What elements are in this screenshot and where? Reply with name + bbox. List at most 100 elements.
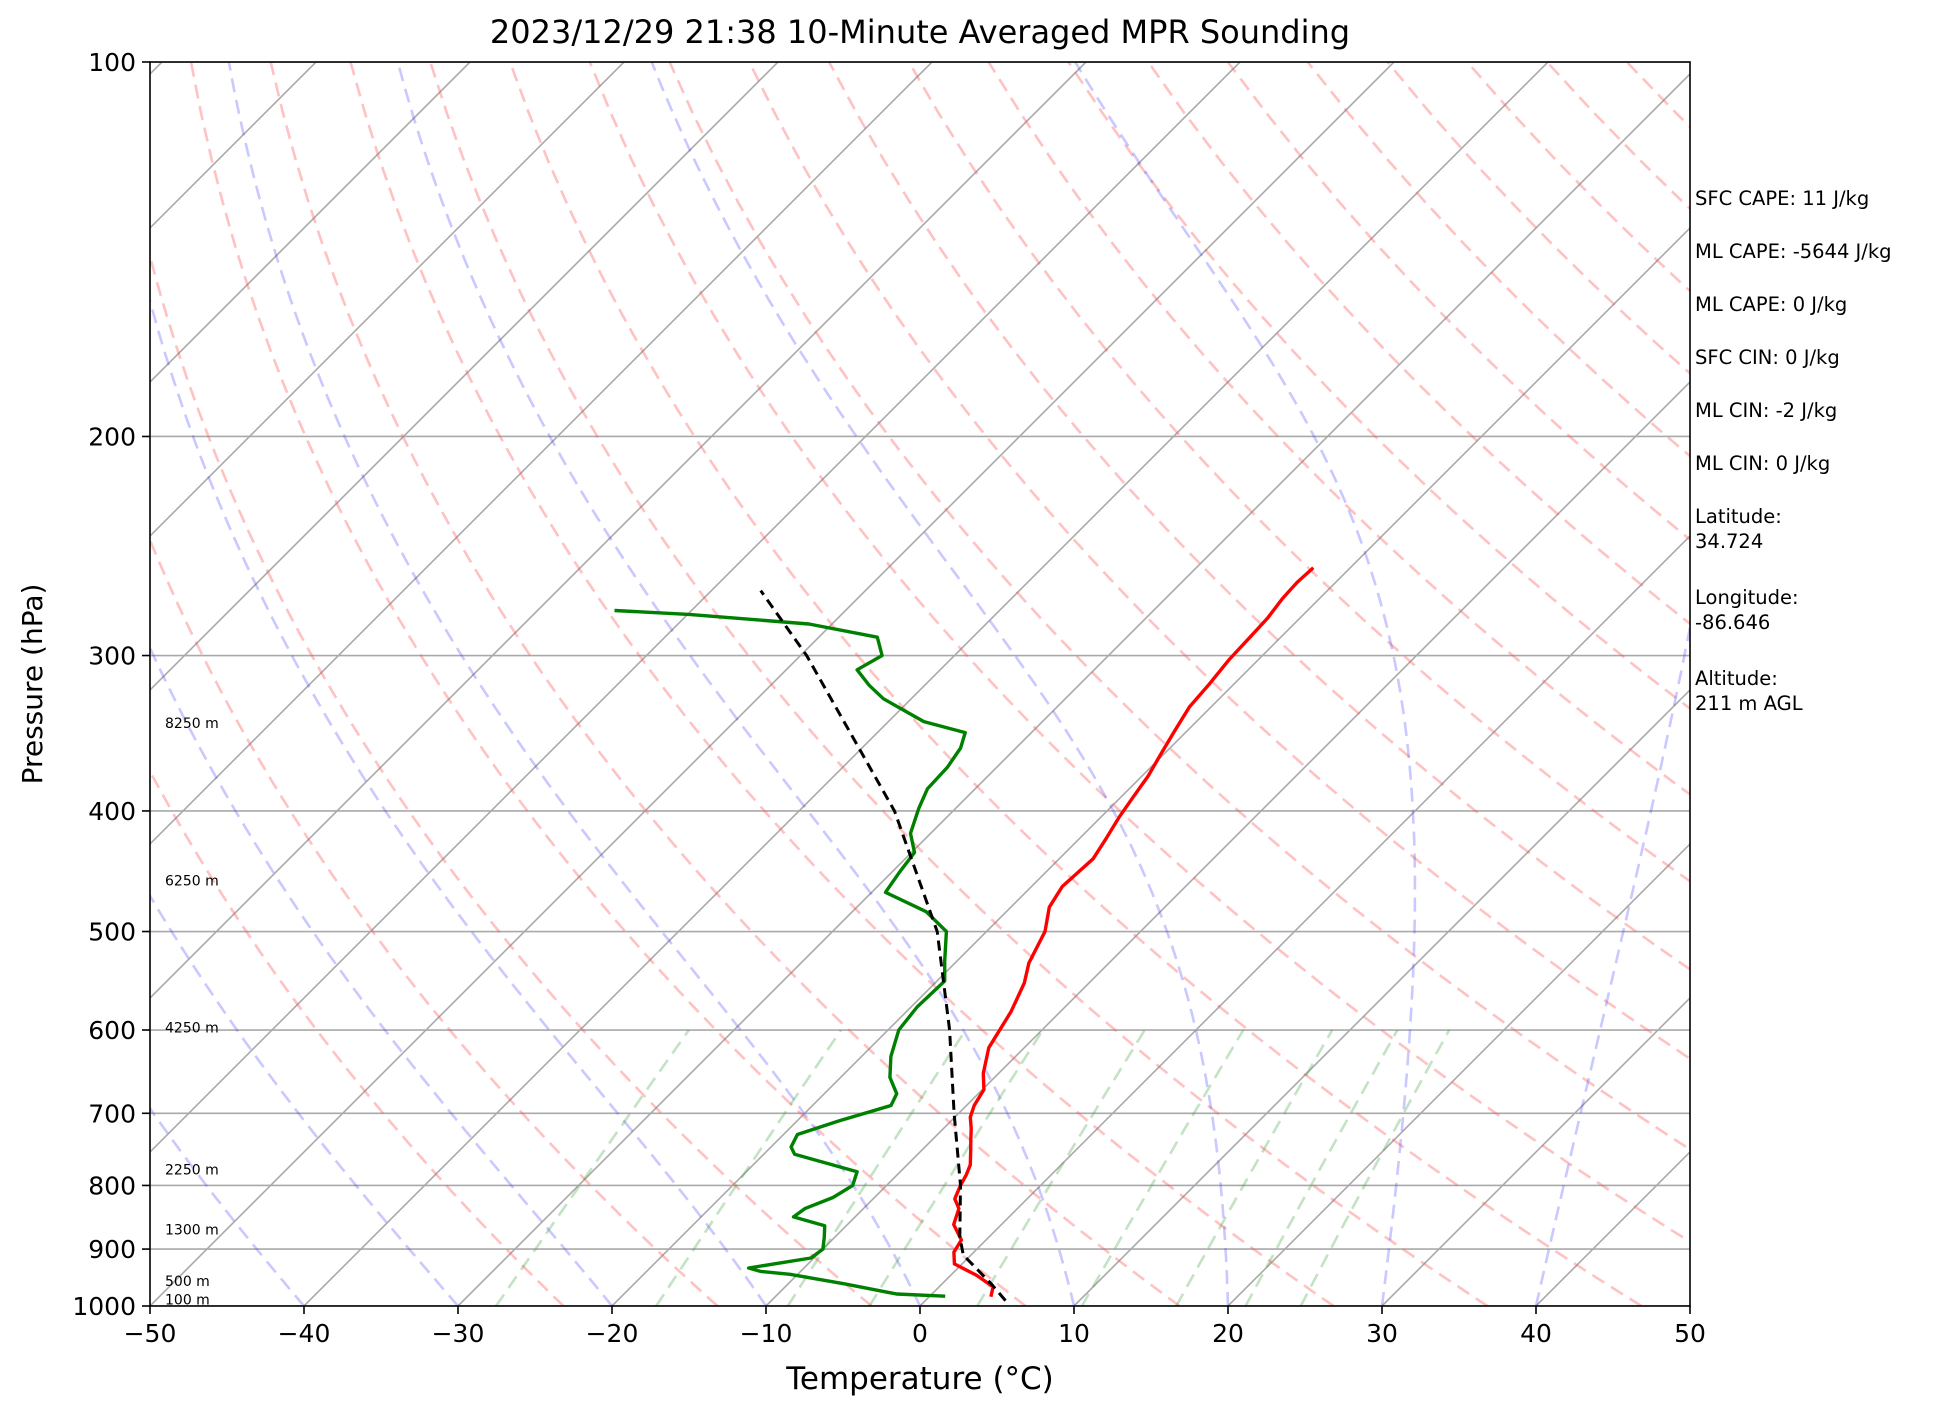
x-tick-label: −50 bbox=[124, 1319, 177, 1348]
x-tick-label: −20 bbox=[586, 1319, 639, 1348]
height-label: 4250 m bbox=[165, 1020, 219, 1036]
height-label: 6250 m bbox=[165, 874, 219, 890]
moist-adiabat-line bbox=[150, 893, 459, 1306]
x-tick-label: −30 bbox=[432, 1319, 485, 1348]
isotherm-line bbox=[150, 62, 779, 692]
stat-ml-cape-2: ML CAPE: 0 J/kg bbox=[1695, 293, 1848, 316]
stat-sfc-cape: SFC CAPE: 11 J/kg bbox=[1695, 187, 1870, 210]
sounding-traces bbox=[614, 566, 1315, 1302]
dry-adiabat-line bbox=[429, 62, 1489, 1306]
mixing-ratio-line bbox=[1175, 1029, 1334, 1306]
temperature-trace bbox=[952, 566, 1315, 1298]
dry-adiabat-line bbox=[1147, 62, 1690, 626]
isotherm-line bbox=[919, 534, 1690, 1306]
y-tick-label: 1000 bbox=[72, 1292, 136, 1321]
sounding-stats: SFC CAPE: 11 J/kg ML CAPE: -5644 J/kg ML… bbox=[1695, 186, 1933, 747]
y-tick-label: 700 bbox=[88, 1099, 136, 1128]
mixing-ratio-line bbox=[868, 1029, 1044, 1306]
moist-adiabat-line bbox=[396, 62, 1076, 1306]
moist-adiabat-line bbox=[1534, 620, 1690, 1306]
dry-adiabat-line bbox=[668, 62, 1690, 1151]
latitude-label: Latitude: bbox=[1695, 505, 1782, 528]
y-tick-label: 300 bbox=[88, 642, 136, 671]
x-tick-label: 30 bbox=[1366, 1319, 1398, 1348]
dry-adiabat-line bbox=[349, 62, 1335, 1306]
stat-ml-cin: ML CIN: -2 J/kg bbox=[1695, 399, 1838, 422]
moist-adiabat-line bbox=[150, 1106, 305, 1306]
isotherm-line bbox=[611, 226, 1690, 1306]
isotherm-line bbox=[150, 62, 625, 538]
mixing-ratio-line bbox=[1299, 1029, 1451, 1306]
dry-adiabat-line bbox=[150, 536, 719, 1306]
latitude-value: 34.724 bbox=[1695, 530, 1764, 553]
height-label: 2250 m bbox=[165, 1163, 219, 1179]
x-tick-label: 0 bbox=[912, 1319, 928, 1348]
x-axis-label: Temperature (°C) bbox=[785, 1361, 1054, 1397]
axes: −50 −40 −30 −20 −10 0 10 20 30 40 50 100 200 300 400 50… bbox=[72, 48, 1706, 1348]
y-tick-label: 100 bbox=[88, 48, 136, 77]
y-axis-label: Pressure (hPa) bbox=[16, 584, 49, 785]
parcel-trace bbox=[759, 589, 1007, 1302]
y-tick-label: 800 bbox=[88, 1171, 136, 1200]
mixing-ratio-line bbox=[494, 1029, 690, 1306]
dry-adiabat-line bbox=[1067, 62, 1690, 711]
isotherm-line bbox=[150, 62, 471, 384]
altitude-label: Altitude: bbox=[1695, 667, 1778, 690]
y-tick-label: 500 bbox=[88, 918, 136, 947]
moist-adiabat-line bbox=[150, 644, 614, 1306]
dry-adiabat-line bbox=[150, 251, 873, 1306]
moist-adiabat-line bbox=[650, 62, 1230, 1306]
stat-latitude: Latitude: 34.724 bbox=[1695, 504, 1933, 554]
isotherm-line bbox=[150, 62, 1087, 1000]
x-tick-label: 40 bbox=[1520, 1319, 1552, 1348]
y-tick-label: 200 bbox=[88, 422, 136, 451]
isotherm-line bbox=[150, 62, 933, 846]
dry-adiabat-line bbox=[508, 62, 1643, 1306]
mixing-ratio-line bbox=[1244, 1029, 1399, 1306]
isotherm-line bbox=[1073, 688, 1690, 1306]
y-tick-label: 600 bbox=[88, 1016, 136, 1045]
height-label: 8250 m bbox=[165, 716, 219, 732]
height-label: 1300 m bbox=[165, 1223, 219, 1239]
dry-adiabat-line bbox=[588, 62, 1690, 1244]
isotherm-line bbox=[1381, 996, 1690, 1306]
moist-adiabat-line bbox=[227, 62, 922, 1306]
background-grid bbox=[150, 62, 1690, 1306]
stat-sfc-cin: SFC CIN: 0 J/kg bbox=[1695, 346, 1840, 369]
dry-adiabat-line bbox=[907, 62, 1690, 883]
isotherm-line bbox=[150, 62, 1395, 1306]
mixing-ratio-line bbox=[1080, 1029, 1245, 1306]
height-label: 500 m bbox=[165, 1274, 210, 1290]
height-label: 100 m bbox=[165, 1292, 210, 1308]
longitude-label: Longitude: bbox=[1695, 586, 1799, 609]
height-labels: 100 m 500 m 1300 m 2250 m 4250 m 6250 m 8250 m bbox=[165, 716, 219, 1308]
isotherm-line bbox=[457, 72, 1690, 1306]
isotherm-line bbox=[150, 62, 1241, 1154]
altitude-value: 211 m AGL bbox=[1695, 692, 1803, 715]
x-tick-label: −10 bbox=[740, 1319, 793, 1348]
stat-ml-cin-2: ML CIN: 0 J/kg bbox=[1695, 452, 1831, 475]
y-tick-label: 400 bbox=[88, 797, 136, 826]
plot-frame bbox=[149, 61, 1691, 1307]
dry-adiabat-line bbox=[987, 62, 1690, 797]
dry-adiabat-line bbox=[748, 62, 1690, 1061]
isotherm-line bbox=[765, 380, 1690, 1306]
mixing-ratio-line bbox=[976, 1029, 1146, 1306]
dry-adiabat-line bbox=[150, 768, 565, 1306]
isotherm-line bbox=[1227, 842, 1690, 1306]
y-tick-label: 900 bbox=[88, 1235, 136, 1264]
dewpoint-trace bbox=[614, 608, 967, 1298]
stat-longitude: Longitude: -86.646 bbox=[1695, 585, 1933, 635]
isotherm-line bbox=[303, 62, 1549, 1306]
moist-adiabat-line bbox=[1074, 62, 1417, 1306]
chart-title: 2023/12/29 21:38 10-Minute Averaged MPR … bbox=[490, 13, 1350, 51]
x-tick-label: 10 bbox=[1058, 1319, 1090, 1348]
longitude-value: -86.646 bbox=[1695, 611, 1771, 634]
mixing-ratio-line bbox=[655, 1029, 843, 1306]
x-tick-label: −40 bbox=[278, 1319, 331, 1348]
x-tick-label: 50 bbox=[1674, 1319, 1706, 1348]
dry-adiabat-line bbox=[269, 62, 1181, 1306]
stat-altitude: Altitude: 211 m AGL bbox=[1695, 666, 1933, 716]
dry-adiabat-line bbox=[189, 62, 1027, 1306]
